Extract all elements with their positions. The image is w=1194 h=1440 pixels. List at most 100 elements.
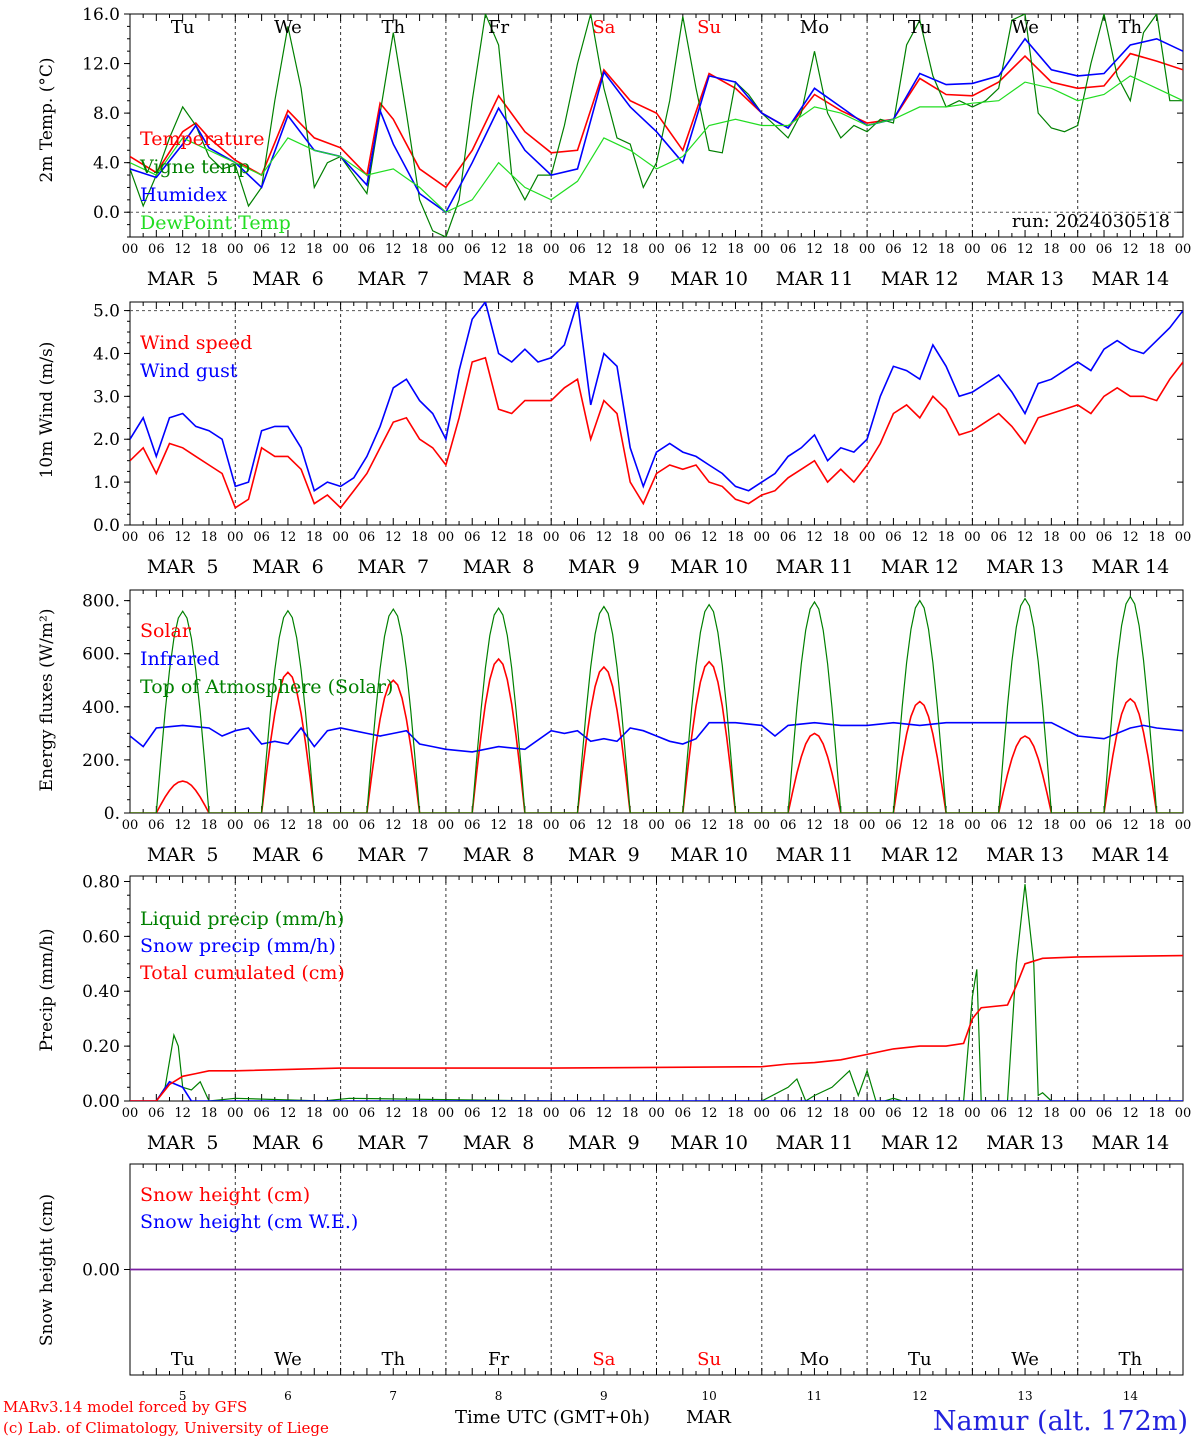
hour-tick-label: 00 xyxy=(648,530,665,545)
date-label: MAR 7 xyxy=(357,268,429,290)
hour-tick-label: 06 xyxy=(253,530,270,545)
panel-1: 0.0 4.0 8.0 12.0 16.0 2m Temp. (°C) Temperatur… xyxy=(37,5,1191,290)
hour-tick-label: 06 xyxy=(780,1106,797,1121)
day-of-week-label: We xyxy=(1011,17,1039,38)
y-tick-label: 8.0 xyxy=(93,104,120,124)
panel-4: 0.00 0.20 0.40 0.60 0.80 Precip (mm/h) Liquid … xyxy=(37,872,1191,1154)
hour-tick-label: 18 xyxy=(201,818,218,833)
day-of-week-label: We xyxy=(274,1349,302,1370)
series-line xyxy=(130,75,1183,213)
date-label: MAR 11 xyxy=(776,268,854,290)
hour-tick-label: 18 xyxy=(833,242,850,257)
y-tick-label: 0.60 xyxy=(82,927,120,947)
hour-tick-label: 00 xyxy=(438,530,455,545)
day-number-label: 13 xyxy=(1017,1389,1032,1403)
hour-tick-label: 18 xyxy=(306,1106,323,1121)
day-of-week-label: Su xyxy=(697,1349,721,1370)
hour-tick-label: 00 xyxy=(227,818,244,833)
hour-tick-label: 00 xyxy=(227,1106,244,1121)
hour-tick-label: 06 xyxy=(990,530,1007,545)
hour-tick-label: 06 xyxy=(569,1106,586,1121)
series-line xyxy=(130,721,1183,753)
hour-tick-label: 06 xyxy=(780,242,797,257)
date-label: MAR 6 xyxy=(252,1132,324,1154)
day-of-week-label: Fr xyxy=(488,17,509,38)
hour-tick-label: 18 xyxy=(1043,1106,1060,1121)
date-label: MAR 14 xyxy=(1091,556,1169,578)
date-label: MAR 8 xyxy=(463,1132,535,1154)
series-line xyxy=(130,37,1183,214)
hour-tick-label: 00 xyxy=(332,1106,349,1121)
hour-tick-label: 06 xyxy=(148,242,165,257)
hour-tick-label: 06 xyxy=(253,242,270,257)
hour-tick-label: 00 xyxy=(964,1106,981,1121)
hour-tick-label: 12 xyxy=(701,1106,718,1121)
date-label: MAR 14 xyxy=(1091,844,1169,866)
hour-tick-label: 00 xyxy=(1069,530,1086,545)
hour-tick-label: 06 xyxy=(1096,530,1113,545)
date-label: MAR 13 xyxy=(986,556,1064,578)
hour-tick-label: 18 xyxy=(938,1106,955,1121)
hour-tick-label: 18 xyxy=(517,1106,534,1121)
y-tick-label: 800. xyxy=(82,592,120,612)
hour-tick-label: 18 xyxy=(727,242,744,257)
hour-tick-label: 00 xyxy=(1175,242,1192,257)
hour-tick-label: 12 xyxy=(174,242,191,257)
hour-tick-label: 12 xyxy=(1017,530,1034,545)
panels: 0.0 4.0 8.0 12.0 16.0 2m Temp. (°C) Temperatur… xyxy=(37,5,1191,1403)
day-of-week-label: Sa xyxy=(592,17,615,38)
date-label: MAR 12 xyxy=(881,556,959,578)
hour-tick-label: 18 xyxy=(938,242,955,257)
hour-tick-label: 18 xyxy=(1148,818,1165,833)
legend-entry: Top of Atmosphere (Solar) xyxy=(140,676,393,698)
y-tick-label: 0. xyxy=(104,804,120,824)
hour-tick-label: 06 xyxy=(253,1106,270,1121)
hour-tick-label: 18 xyxy=(411,242,428,257)
hour-tick-label: 18 xyxy=(1043,242,1060,257)
day-of-week-label: Th xyxy=(381,1349,405,1370)
date-label: MAR 12 xyxy=(881,1132,959,1154)
day-of-week-label: We xyxy=(274,17,302,38)
hour-tick-label: 12 xyxy=(1122,242,1139,257)
hour-tick-label: 12 xyxy=(806,818,823,833)
hour-tick-label: 12 xyxy=(596,530,613,545)
hour-tick-label: 06 xyxy=(780,818,797,833)
series-line xyxy=(130,657,1183,813)
day-number-label: 9 xyxy=(600,1389,608,1403)
date-label: MAR 8 xyxy=(463,556,535,578)
hour-tick-label: 12 xyxy=(806,1106,823,1121)
day-of-week-label: Mo xyxy=(800,1349,829,1370)
hour-tick-label: 12 xyxy=(490,818,507,833)
hour-tick-label: 00 xyxy=(543,530,560,545)
date-label: MAR 9 xyxy=(568,844,640,866)
date-label: MAR 10 xyxy=(670,556,748,578)
y-tick-label: 0.0 xyxy=(93,203,120,223)
hour-tick-label: 12 xyxy=(596,1106,613,1121)
legend-entry: Solar xyxy=(140,620,192,642)
footer-credit-line: (c) Lab. of Climatology, University of L… xyxy=(3,1419,329,1437)
hour-tick-label: 12 xyxy=(911,242,928,257)
day-number-label: 12 xyxy=(912,1389,927,1403)
legend-entry: Vigne temp xyxy=(139,156,250,178)
hour-tick-label: 00 xyxy=(332,530,349,545)
panel-2: 0.0 1.0 2.0 3.0 4.0 5.0 10m Wind (m/s) Wind spe… xyxy=(37,301,1191,578)
legend-entry: Humidex xyxy=(140,184,227,206)
y-axis-title: Energy fluxes (W/m²) xyxy=(37,609,57,792)
hour-tick-label: 12 xyxy=(174,530,191,545)
day-number-label: 11 xyxy=(807,1389,822,1403)
legend-entry: Infrared xyxy=(140,648,220,670)
hour-tick-label: 12 xyxy=(701,818,718,833)
hour-tick-label: 18 xyxy=(938,530,955,545)
run-annotation: run: 2024030518 xyxy=(1012,211,1170,232)
hour-tick-label: 12 xyxy=(701,530,718,545)
day-of-week-label: Tu xyxy=(908,17,932,38)
y-axis-title: 2m Temp. (°C) xyxy=(37,57,57,182)
legend-entry: Liquid precip (mm/h) xyxy=(140,908,344,930)
date-label: MAR 11 xyxy=(776,844,854,866)
day-of-week-label: Sa xyxy=(592,1349,615,1370)
series-group xyxy=(130,595,1183,813)
y-tick-label: 0.0 xyxy=(93,516,120,536)
y-tick-label: 5.0 xyxy=(93,302,120,322)
time-axis-title: Time UTC (GMT+0h) xyxy=(455,1407,650,1428)
hour-tick-label: 00 xyxy=(227,530,244,545)
